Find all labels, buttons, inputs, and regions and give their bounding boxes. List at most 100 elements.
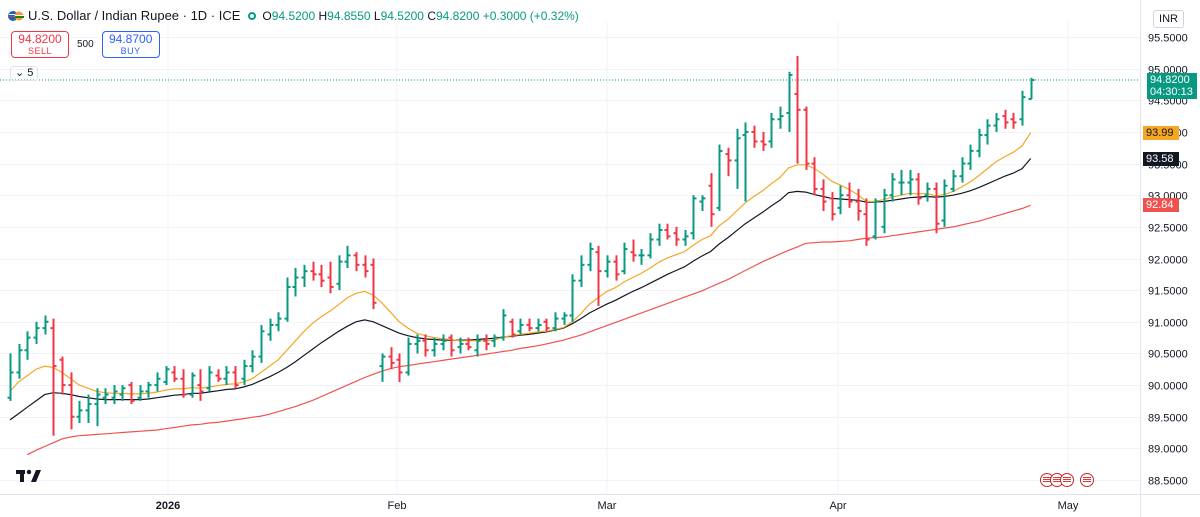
ohlc-bar [993,112,1000,132]
ohlc-bar [440,334,447,351]
moving-averages [9,132,1032,456]
price-tick-label: 90.0000 [1148,381,1188,393]
ma-value-tag: 93.99 [1143,125,1179,140]
ma-mid-line [9,158,1032,421]
ohlc-bar [794,55,801,164]
ohlc-bar [336,255,343,291]
ohlc-bar [915,173,922,205]
ohlc-bar [786,71,793,132]
currency-selector[interactable]: INR [1153,10,1184,28]
ohlc-bar [517,318,524,335]
ohlc-bar [630,239,637,262]
ohlc-bar [924,182,931,202]
ohlc-bar [673,226,680,246]
ohlc-bar [846,182,853,208]
ohlc-bar [370,258,377,310]
open-label: O [262,8,272,23]
trade-panel: 94.8200 SELL 500 94.8700 BUY [11,31,160,58]
ohlc-bar [725,147,732,177]
ohlc-bar [258,324,265,363]
ohlc-bar [301,264,308,287]
ohlc-bar [535,318,542,332]
ohlc-bar [353,252,360,272]
ohlc-bar [206,366,213,392]
ohlc-bar [223,366,230,386]
last-price: 94.8200 [1150,74,1190,87]
ma-value-tag: 92.84 [1143,198,1179,213]
ohlc-bar [976,128,983,158]
ohlc-bar [1010,112,1017,129]
ohlc-bar [154,372,161,392]
ohlc-bar [664,223,671,240]
time-tick-label: 2026 [156,500,180,512]
ohlc-bar [569,274,576,322]
ohlc-bar [327,261,334,294]
ohlc-bar [7,353,14,401]
ohlc-bar [587,242,594,272]
open-value: 94.5200 [271,8,316,23]
ohlc-bar [863,198,870,246]
price-tick-label: 92.5000 [1148,223,1188,235]
ohlc-bar [362,255,369,278]
bar-countdown: 04:30:13 [1150,86,1193,99]
ohlc-bar [898,169,905,196]
time-axis[interactable]: 2026 Feb Mar Apr May [0,494,1200,513]
ohlc-bar [829,192,836,221]
us-flag-event-icon[interactable] [1060,473,1074,487]
ohlc-bar [422,334,429,357]
symbol-title[interactable]: U.S. Dollar / Indian Rupee · 1D · ICE [28,8,241,23]
ohlc-bar [950,169,957,193]
ohlc-bar [742,122,749,202]
ohlc-bar [595,245,602,306]
ohlc-bar [751,125,758,148]
us-flag-event-icon[interactable] [1080,473,1094,487]
ohlc-bar [50,318,57,436]
ohlc-bar [379,353,386,382]
ohlc-bar [526,318,533,332]
ohlc-bar [474,334,481,357]
sell-button[interactable]: 94.8200 SELL [11,31,69,58]
ohlc-bar [777,106,784,129]
ohlc-bar [396,353,403,382]
change-value: +0.3000 (+0.32%) [482,8,579,23]
ohlc-bar [959,157,966,183]
indicators-count: 5 [27,67,34,79]
time-tick-label: Apr [829,500,846,512]
ohlc-bar [811,157,818,196]
ohlc-bar [604,255,611,278]
time-tick-label: Mar [598,500,617,512]
ohlc-bar [68,372,75,430]
indicators-toggle[interactable]: ⌄ 5 [10,66,39,81]
chart-legend[interactable]: U.S. Dollar / Indian Rupee · 1D · ICE O9… [8,8,579,23]
ohlc-bar [414,334,421,354]
last-price-tag: 94.8200 04:30:13 [1147,73,1197,100]
spread-value: 500 [77,39,94,50]
economic-events[interactable] [1040,473,1094,487]
ohlc-bar [803,106,810,170]
ohlc-bar [232,366,239,389]
tradingview-logo-icon[interactable] [16,468,42,489]
ohlc-bar [1019,90,1026,126]
ohlc-bar [431,337,438,357]
ohlc-bar [768,112,775,148]
ohlc-bar [94,388,101,427]
ohlc-bar [889,173,896,202]
ohlc-bar [405,337,412,376]
ohlc-bar [310,261,317,281]
close-value: 94.8200 [436,8,480,23]
ma-fast-line [9,132,1032,395]
buy-button[interactable]: 94.8700 BUY [101,31,160,58]
ohlc-bar [638,249,645,265]
ohlc-bar [284,277,291,322]
ohlc-bar [855,188,862,221]
ohlc-bar [509,318,516,338]
price-tick-label: 91.0000 [1148,318,1188,330]
price-bars[interactable] [7,55,1035,436]
ohlc-bar [111,385,118,405]
ohlc-bar [119,385,126,401]
time-tick-label: May [1058,500,1079,512]
ohlc-bar [1028,77,1035,101]
ohlc-bar [716,144,723,212]
ohlc-bar [344,245,351,268]
